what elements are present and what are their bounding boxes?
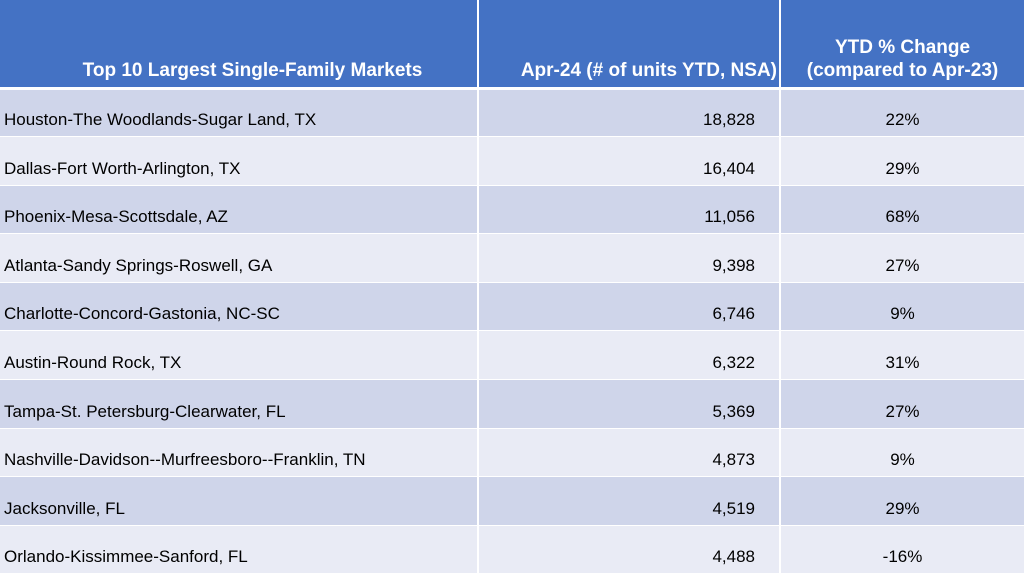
- header-market: Top 10 Largest Single-Family Markets: [0, 0, 479, 90]
- market-cell: Charlotte-Concord-Gastonia, NC-SC: [0, 282, 479, 332]
- units-cell: 6,746: [478, 282, 781, 332]
- units-cell: 4,488: [478, 525, 781, 575]
- units-cell: 11,056: [478, 185, 781, 235]
- market-cell: Dallas-Fort Worth-Arlington, TX: [0, 136, 479, 186]
- change-cell: 29%: [780, 136, 1024, 186]
- units-cell: 4,873: [478, 428, 781, 478]
- change-cell: 27%: [780, 233, 1024, 283]
- change-cell: 27%: [780, 379, 1024, 429]
- table-row: Nashville-Davidson--Murfreesboro--Frankl…: [0, 428, 1024, 478]
- table-row: Dallas-Fort Worth-Arlington, TX 16,404 2…: [0, 136, 1024, 186]
- units-cell: 6,322: [478, 330, 781, 381]
- header-change-line1: YTD % Change: [834, 36, 971, 58]
- table-row: Orlando-Kissimmee-Sanford, FL 4,488 -16%: [0, 525, 1024, 575]
- change-cell: 29%: [780, 476, 1024, 526]
- market-cell: Tampa-St. Petersburg-Clearwater, FL: [0, 379, 479, 429]
- table-row: Atlanta-Sandy Springs-Roswell, GA 9,398 …: [0, 233, 1024, 283]
- table-header-row: Top 10 Largest Single-Family Markets Apr…: [0, 0, 1024, 90]
- change-cell: 9%: [780, 282, 1024, 332]
- header-change: YTD % Change (compared to Apr-23): [780, 0, 1024, 90]
- table-row: Houston-The Woodlands-Sugar Land, TX 18,…: [0, 88, 1024, 138]
- table-row: Tampa-St. Petersburg-Clearwater, FL 5,36…: [0, 379, 1024, 429]
- change-cell: 31%: [780, 330, 1024, 381]
- market-cell: Phoenix-Mesa-Scottsdale, AZ: [0, 185, 479, 235]
- change-cell: -16%: [780, 525, 1024, 575]
- units-cell: 4,519: [478, 476, 781, 526]
- market-cell: Nashville-Davidson--Murfreesboro--Frankl…: [0, 428, 479, 478]
- table-row: Jacksonville, FL 4,519 29%: [0, 476, 1024, 526]
- market-cell: Jacksonville, FL: [0, 476, 479, 526]
- change-cell: 9%: [780, 428, 1024, 478]
- header-change-line2: (compared to Apr-23): [806, 59, 999, 81]
- market-cell: Atlanta-Sandy Springs-Roswell, GA: [0, 233, 479, 283]
- market-cell: Austin-Round Rock, TX: [0, 330, 479, 381]
- market-cell: Houston-The Woodlands-Sugar Land, TX: [0, 88, 479, 138]
- change-cell: 22%: [780, 88, 1024, 138]
- units-cell: 5,369: [478, 379, 781, 429]
- table-row: Charlotte-Concord-Gastonia, NC-SC 6,746 …: [0, 282, 1024, 332]
- change-cell: 68%: [780, 185, 1024, 235]
- table-row: Austin-Round Rock, TX 6,322 31%: [0, 330, 1024, 381]
- market-cell: Orlando-Kissimmee-Sanford, FL: [0, 525, 479, 575]
- table-row: Phoenix-Mesa-Scottsdale, AZ 11,056 68%: [0, 185, 1024, 235]
- header-units: Apr-24 (# of units YTD, NSA): [478, 0, 781, 90]
- units-cell: 9,398: [478, 233, 781, 283]
- units-cell: 18,828: [478, 88, 781, 138]
- units-cell: 16,404: [478, 136, 781, 186]
